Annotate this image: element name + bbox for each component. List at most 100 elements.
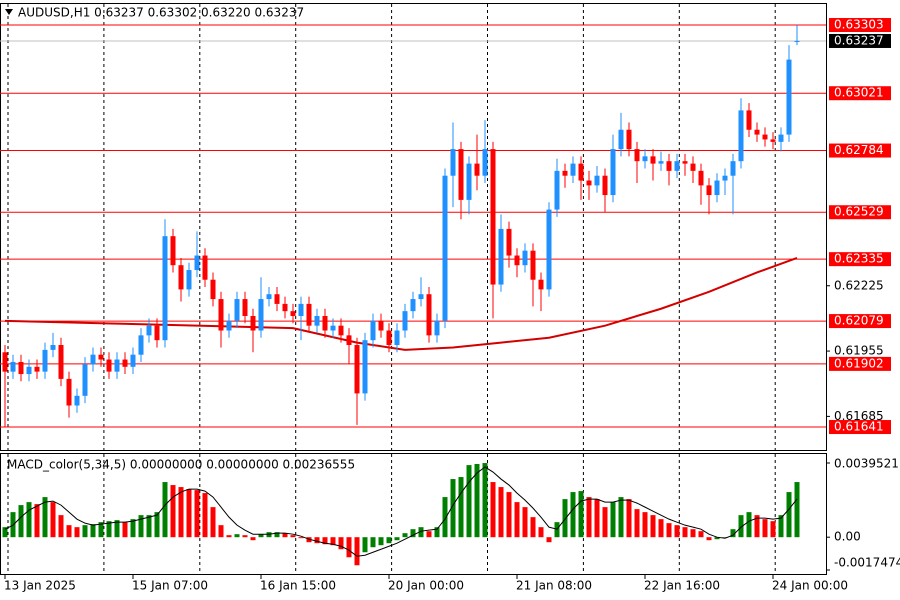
macd-bar	[506, 492, 512, 538]
chart-title: AUDUSD,H1 0.63237 0.63302 0.63220 0.6323…	[18, 6, 304, 20]
candle-body	[506, 228, 512, 256]
candle-body	[610, 149, 616, 196]
candle-body	[682, 161, 688, 164]
candle-body	[410, 299, 416, 312]
macd-bar	[258, 534, 264, 538]
macd-bar	[522, 507, 528, 538]
macd-bar	[586, 497, 592, 538]
macd-bar	[162, 482, 168, 538]
macd-bar	[402, 533, 408, 538]
candle-body	[650, 156, 656, 164]
macd-bar	[482, 463, 488, 538]
macd-bar	[450, 479, 456, 538]
macd-bar	[690, 529, 696, 538]
macd-bar	[626, 499, 632, 538]
level-label: 0.61902	[834, 356, 884, 370]
candle-body	[730, 161, 736, 176]
y-tick-label: 0.0039521	[834, 457, 899, 471]
candle-body	[242, 299, 248, 316]
macd-bar	[394, 537, 400, 541]
level-box	[829, 314, 891, 329]
candle-body	[10, 361, 16, 372]
macd-bar	[106, 521, 112, 538]
macd-bar	[370, 537, 376, 548]
macd-bar	[618, 497, 624, 538]
macd-bar	[234, 534, 240, 538]
candle-body	[458, 149, 464, 200]
candle-body	[362, 340, 368, 394]
macd-panel-frame	[0, 453, 827, 575]
macd-bar	[602, 507, 608, 538]
candle-body	[674, 161, 680, 171]
candle-body	[634, 149, 640, 162]
macd-bar	[282, 533, 288, 538]
candle-body	[538, 279, 544, 290]
macd-bar	[738, 515, 744, 538]
x-tick-label: 21 Jan 08:00	[516, 579, 592, 593]
candle-body	[786, 59, 792, 135]
candle-body	[554, 170, 560, 210]
candle-body	[570, 163, 576, 176]
candle-body	[418, 294, 424, 300]
candle-body	[578, 163, 584, 181]
macd-bar	[706, 537, 712, 541]
level-box	[829, 205, 891, 220]
candle-body	[82, 364, 88, 396]
macd-bar	[74, 527, 80, 538]
candle-body	[442, 175, 448, 321]
macd-bar	[466, 465, 472, 538]
candle-body	[234, 299, 240, 321]
candle-body	[98, 354, 104, 360]
macd-bar	[274, 532, 280, 538]
candle-body	[714, 180, 720, 196]
macd-bar	[458, 477, 464, 538]
candle-body	[466, 163, 472, 200]
candle-body	[122, 359, 128, 367]
y-tick-label: 0.62225	[834, 278, 884, 292]
macd-bar	[18, 505, 24, 538]
macd-bar	[146, 515, 152, 538]
x-tick-label: 15 Jan 07:00	[132, 579, 208, 593]
macd-bar	[410, 529, 416, 538]
level-label: 0.62529	[834, 205, 884, 219]
macd-bar	[250, 537, 256, 541]
y-tick-label: 0.61685	[834, 409, 884, 423]
macd-bar	[570, 492, 576, 538]
candle-body	[794, 40, 800, 42]
macd-bar	[66, 525, 72, 538]
candle-body	[42, 349, 48, 372]
macd-bar	[746, 512, 752, 538]
candle-body	[626, 129, 632, 150]
macd-bar	[786, 492, 792, 538]
macd-bar	[562, 499, 568, 538]
candle-body	[690, 163, 696, 171]
macd-bar	[50, 502, 56, 538]
macd-bar	[290, 535, 296, 538]
candle-body	[434, 320, 440, 336]
level-label: 0.62079	[834, 314, 884, 328]
macd-bar	[242, 535, 248, 538]
macd-bar	[26, 502, 32, 538]
candle-body	[266, 294, 272, 300]
candle-body	[330, 325, 336, 331]
candle-body	[34, 366, 40, 372]
candle-body	[26, 366, 32, 375]
candle-body	[698, 170, 704, 186]
macd-bar	[722, 537, 728, 538]
title-icon	[5, 9, 13, 15]
macd-bar	[122, 522, 128, 538]
macd-bar	[90, 524, 96, 538]
macd-bar	[338, 537, 344, 550]
macd-bar	[514, 502, 520, 538]
macd-bar	[490, 482, 496, 538]
level-label: 0.62335	[834, 252, 884, 266]
macd-bar	[674, 525, 680, 538]
macd-bar	[578, 491, 584, 538]
x-tick-label: 16 Jan 15:00	[260, 579, 336, 593]
macd-bar	[666, 523, 672, 538]
macd-bar	[82, 525, 88, 538]
macd-bar	[202, 493, 208, 538]
candle-body	[138, 335, 144, 355]
macd-bar	[130, 519, 136, 538]
